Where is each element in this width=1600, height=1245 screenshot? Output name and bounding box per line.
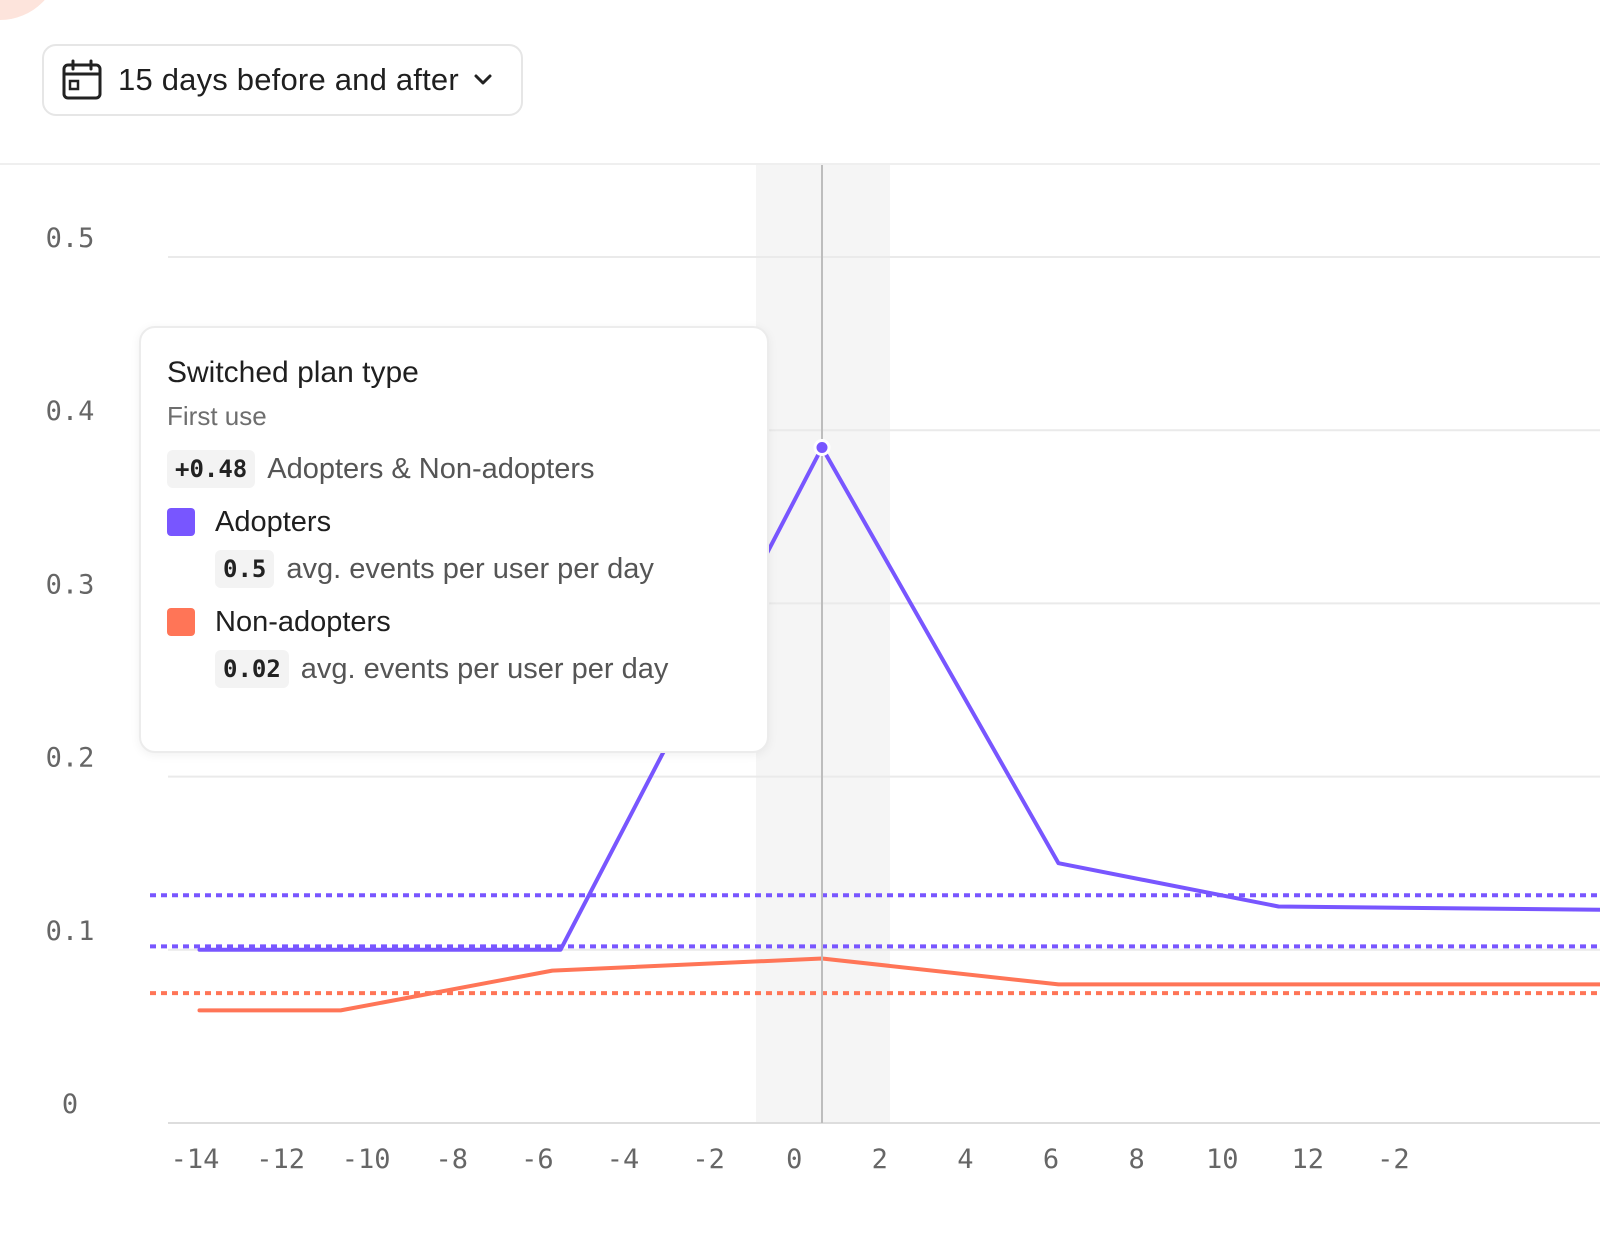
tooltip-series-unit: avg. events per user per day bbox=[300, 653, 669, 685]
date-range-label: 15 days before and after bbox=[118, 62, 459, 97]
y-tick-label: 0 bbox=[62, 1089, 78, 1120]
chevron-down-icon bbox=[473, 73, 493, 87]
y-tick-label: 0.1 bbox=[46, 916, 95, 947]
tooltip-diff-label: Adopters & Non-adopters bbox=[267, 453, 595, 485]
adopters-swatch bbox=[167, 508, 195, 536]
tooltip-series-name: Adopters bbox=[215, 506, 332, 538]
y-tick-label: 0.4 bbox=[46, 396, 95, 427]
x-tick-label: -10 bbox=[342, 1144, 391, 1175]
x-tick-label: -2 bbox=[1377, 1144, 1410, 1175]
x-tick-label: 0 bbox=[786, 1144, 802, 1175]
tooltip-series-non-adopters: Non-adopters bbox=[167, 604, 741, 640]
y-tick-label: 0.5 bbox=[46, 223, 95, 254]
tooltip-series-value: 0.02 bbox=[215, 650, 289, 688]
tooltip-diff-row: +0.48 Adopters & Non-adopters bbox=[167, 450, 741, 488]
tooltip-title: Switched plan type bbox=[167, 356, 419, 389]
x-tick-label: 4 bbox=[957, 1144, 973, 1175]
tooltip-series-value: 0.5 bbox=[215, 550, 275, 588]
calendar-icon bbox=[60, 58, 104, 102]
y-tick-label: 0.3 bbox=[46, 569, 95, 600]
tooltip-series-value-row: 0.5 avg. events per user per day bbox=[215, 550, 741, 588]
tooltip-series-name: Non-adopters bbox=[215, 606, 391, 638]
tooltip-series-adopters: Adopters bbox=[167, 504, 741, 540]
tooltip-diff-value: +0.48 bbox=[167, 450, 256, 488]
x-tick-label: 10 bbox=[1206, 1144, 1239, 1175]
series-line-non-adopters[interactable] bbox=[197, 956, 1600, 1013]
x-tick-label: -6 bbox=[521, 1144, 554, 1175]
series-line-adopters[interactable] bbox=[197, 445, 1600, 952]
x-tick-label: -12 bbox=[256, 1144, 305, 1175]
chart-header: 15 days before and after bbox=[0, 0, 1600, 165]
y-tick-label: 0.2 bbox=[46, 743, 95, 774]
x-tick-label: 2 bbox=[872, 1144, 888, 1175]
focused-data-point[interactable] bbox=[813, 439, 831, 457]
tooltip-series-value-row: 0.02 avg. events per user per day bbox=[215, 650, 741, 688]
x-tick-label: 8 bbox=[1128, 1144, 1144, 1175]
x-tick-label: -4 bbox=[607, 1144, 640, 1175]
x-tick-label: -2 bbox=[692, 1144, 725, 1175]
tooltip-subtitle: First use bbox=[167, 401, 267, 431]
x-tick-label: -8 bbox=[436, 1144, 469, 1175]
x-tick-label: -14 bbox=[171, 1144, 220, 1175]
x-tick-label: 6 bbox=[1043, 1144, 1059, 1175]
tooltip-series-unit: avg. events per user per day bbox=[286, 553, 654, 585]
chart-tooltip: Switched plan type First use +0.48 Adopt… bbox=[139, 326, 769, 753]
x-tick-label: 12 bbox=[1292, 1144, 1325, 1175]
date-range-dropdown[interactable]: 15 days before and after bbox=[42, 44, 523, 116]
non-adopters-swatch bbox=[167, 608, 195, 636]
